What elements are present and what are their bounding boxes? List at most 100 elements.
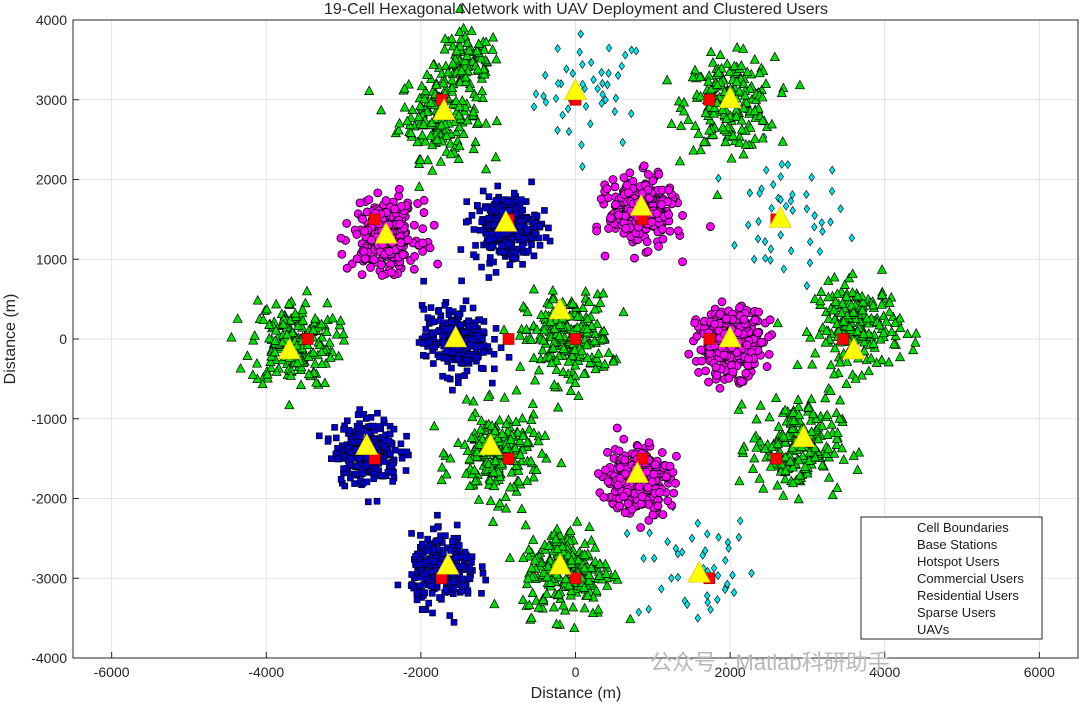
- commercial-user-point: [427, 304, 435, 311]
- y-tick-label: -4000: [31, 650, 67, 666]
- commercial-user-point: [465, 317, 472, 325]
- hotspot-user-point: [712, 370, 722, 380]
- uav-point: [548, 552, 572, 575]
- commercial-user-point: [425, 599, 433, 607]
- residential-user-point: [883, 356, 894, 367]
- residential-user-point: [736, 123, 747, 134]
- commercial-user-point: [455, 311, 462, 319]
- residential-user-point: [590, 363, 601, 374]
- residential-user-point: [569, 622, 580, 633]
- hotspot-user-point: [390, 204, 400, 214]
- residential-user-point: [513, 475, 524, 486]
- sparse-user-point: [614, 70, 622, 80]
- sparse-user-point: [674, 572, 682, 582]
- commercial-user-point: [468, 212, 476, 219]
- commercial-user-point: [485, 193, 493, 200]
- sparse-user-point: [707, 605, 714, 615]
- residential-user-point: [293, 320, 304, 330]
- legend: Cell Boundaries Base Stations Hotspot User…: [860, 516, 1043, 640]
- residential-user-point: [700, 107, 711, 118]
- residential-user-point: [462, 114, 473, 125]
- residential-user-point: [421, 69, 433, 79]
- commercial-user-point: [515, 223, 523, 230]
- residential-user-point: [269, 346, 281, 357]
- hotspot-user-point: [615, 501, 624, 511]
- sparse-user-point: [780, 264, 787, 274]
- commercial-user-point: [492, 269, 500, 276]
- commercial-user-point: [403, 432, 410, 440]
- commercial-user-point: [478, 563, 486, 570]
- residential-user-point: [462, 37, 473, 48]
- commercial-user-point: [370, 475, 378, 483]
- residential-user-point: [884, 297, 895, 307]
- residential-user-point: [787, 477, 799, 488]
- residential-user-point: [863, 365, 874, 376]
- residential-user-point: [522, 306, 533, 317]
- residential-user-point: [737, 444, 748, 455]
- commercial-user-point: [444, 374, 451, 382]
- residential-user-point: [709, 102, 720, 112]
- commercial-user-point: [466, 564, 473, 571]
- residential-user-point: [662, 74, 673, 85]
- commercial-user-point: [355, 455, 363, 463]
- residential-user-point: [257, 378, 268, 389]
- sparse-user-point: [664, 537, 671, 547]
- residential-user-point: [726, 153, 737, 163]
- sparse-user-point: [829, 165, 836, 175]
- uav-point: [718, 86, 742, 109]
- commercial-user-point: [429, 609, 436, 617]
- residential-user-point: [888, 338, 900, 349]
- sparse-user-point: [803, 204, 811, 214]
- residential-user-point: [420, 135, 431, 146]
- residential-user-point: [695, 144, 706, 155]
- hotspot-user-point: [648, 510, 658, 520]
- hotspot-user-point: [648, 176, 658, 186]
- residential-user-point: [778, 490, 789, 500]
- residential-user-point: [585, 357, 596, 367]
- residential-user-point: [772, 479, 783, 490]
- commercial-user-point: [482, 576, 489, 584]
- residential-user-point: [803, 401, 814, 412]
- residential-user-point: [520, 519, 531, 530]
- residential-user-point: [625, 613, 636, 624]
- residential-user-point: [421, 106, 433, 116]
- commercial-user-point: [488, 242, 496, 250]
- commercial-user-point: [478, 263, 485, 271]
- uav-point: [718, 325, 742, 348]
- residential-user-point: [487, 516, 499, 526]
- hotspot-user-point: [701, 366, 710, 376]
- legend-entry: Hotspot Users: [917, 554, 1000, 569]
- sparse-user-point: [628, 45, 635, 55]
- residential-user-point: [440, 33, 451, 43]
- residential-user-point: [838, 315, 849, 326]
- residential-user-point: [271, 298, 282, 309]
- residential-user-point: [825, 359, 837, 370]
- residential-user-point: [441, 468, 452, 479]
- hotspot-user-point: [429, 220, 439, 230]
- residential-user-point: [584, 521, 595, 531]
- residential-user-point: [473, 494, 485, 504]
- hotspot-user-point: [601, 465, 610, 475]
- residential-user-point: [436, 119, 447, 130]
- sparse-user-point: [751, 254, 758, 264]
- hotspot-user-point: [596, 194, 606, 204]
- sparse-user-point: [803, 281, 811, 291]
- sparse-user-point: [789, 205, 796, 215]
- residential-user-point: [707, 57, 719, 67]
- hotspot-user-point: [715, 309, 725, 319]
- hotspot-user-point: [744, 354, 753, 364]
- legend-entry: Cell Boundaries: [917, 520, 1009, 535]
- commercial-user-point: [340, 465, 347, 472]
- residential-user-point: [889, 317, 901, 328]
- hotspot-user-point: [387, 267, 396, 277]
- residential-user-point: [754, 473, 765, 483]
- commercial-user-point: [340, 426, 347, 433]
- commercial-user-point: [506, 240, 514, 248]
- hotspot-user-point: [642, 237, 652, 247]
- sparse-user-point: [623, 528, 631, 538]
- residential-user-point: [582, 590, 593, 600]
- x-tick-label: -4000: [248, 664, 284, 680]
- residential-user-point: [547, 285, 558, 295]
- residential-user-point: [713, 67, 724, 77]
- residential-user-point: [548, 293, 559, 304]
